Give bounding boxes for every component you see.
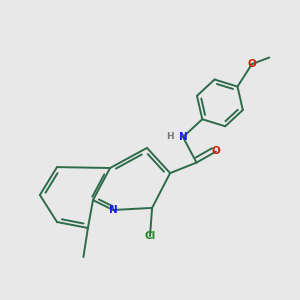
Text: O: O [248,59,256,69]
Text: N: N [178,132,188,142]
Text: H: H [167,132,174,141]
Text: O: O [212,146,220,157]
Text: Cl: Cl [144,231,156,241]
Text: N: N [109,205,118,215]
